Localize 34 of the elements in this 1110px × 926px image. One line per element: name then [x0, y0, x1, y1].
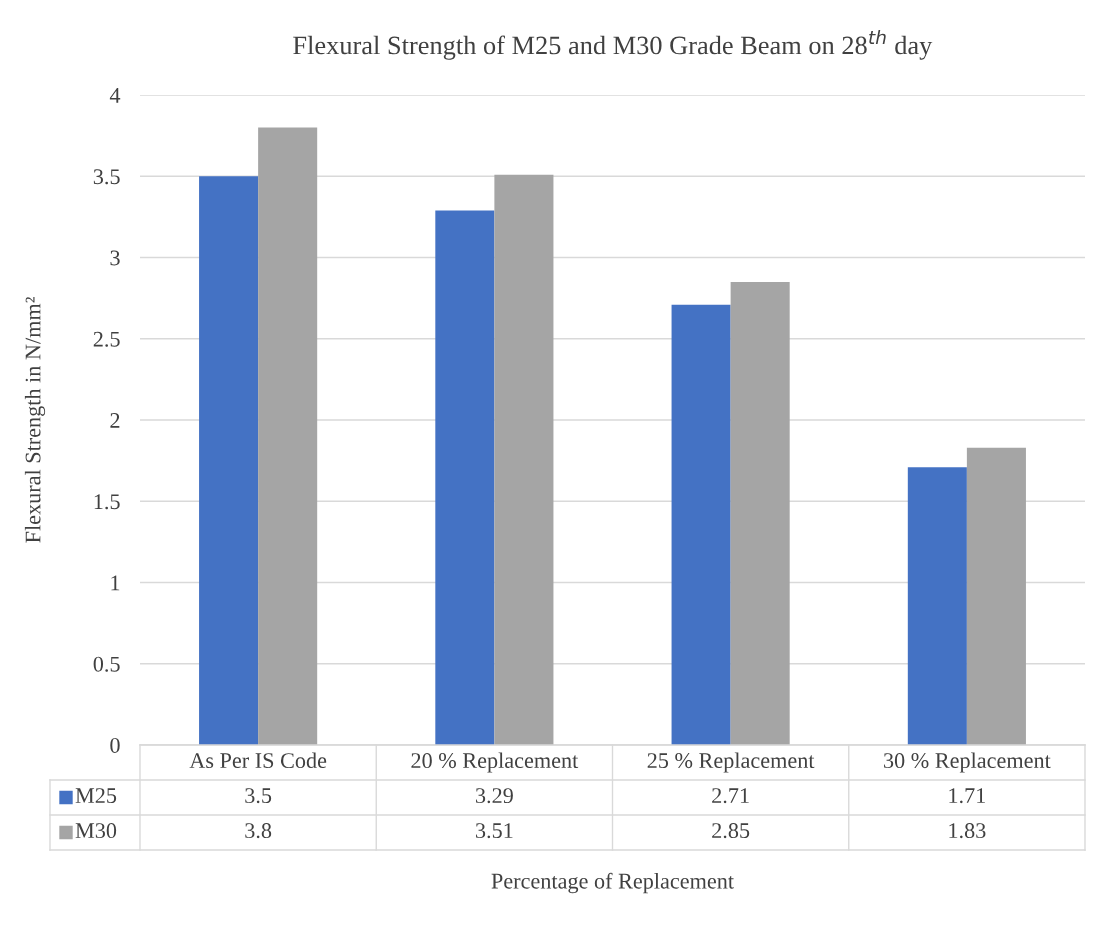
x-tick-label: As Per IS Code	[189, 752, 327, 769]
data-label: 3.51	[475, 823, 513, 839]
legend-label: M25	[75, 788, 117, 804]
bar	[258, 127, 318, 745]
y-axis-title: Flexural Strength in N/mm²	[24, 297, 46, 543]
bar	[671, 304, 731, 745]
data-label: 1.83	[949, 823, 986, 839]
data-label: 3.29	[475, 788, 513, 804]
y-tick-label: 3.5	[93, 169, 120, 185]
x-axis-title: Percentage of Replacement	[491, 872, 734, 894]
bar	[907, 467, 967, 745]
data-label: 3.8	[245, 823, 272, 839]
y-tick-label: 0.5	[93, 656, 120, 672]
data-label: 2.71	[712, 788, 749, 804]
legend-label: M30	[75, 823, 117, 839]
x-tick-label: 30 % Replacement	[884, 752, 1051, 773]
data-label: 3.5	[245, 788, 272, 804]
bar	[435, 210, 495, 745]
bar	[494, 174, 554, 745]
bar	[199, 176, 259, 745]
y-tick-label: 0	[110, 737, 120, 753]
data-label: 1.71	[949, 788, 985, 804]
bar	[966, 447, 1026, 745]
y-tick-label: 3	[110, 250, 120, 266]
bar	[730, 281, 790, 745]
data-label: 2.85	[712, 823, 750, 839]
y-tick-label: 2.5	[93, 331, 120, 347]
y-tick-label: 2	[110, 412, 120, 428]
y-tick-label: 1	[111, 575, 120, 591]
x-tick-label: 20 % Replacement	[411, 752, 579, 773]
y-tick-label: 4	[109, 88, 121, 103]
chart-title: Flexural Strength of M25 and M30 Grade Beam on 28$^{th}$ day	[293, 29, 933, 60]
x-tick-label: 25 % Replacement	[647, 752, 815, 773]
y-tick-label: 1.5	[94, 494, 120, 510]
